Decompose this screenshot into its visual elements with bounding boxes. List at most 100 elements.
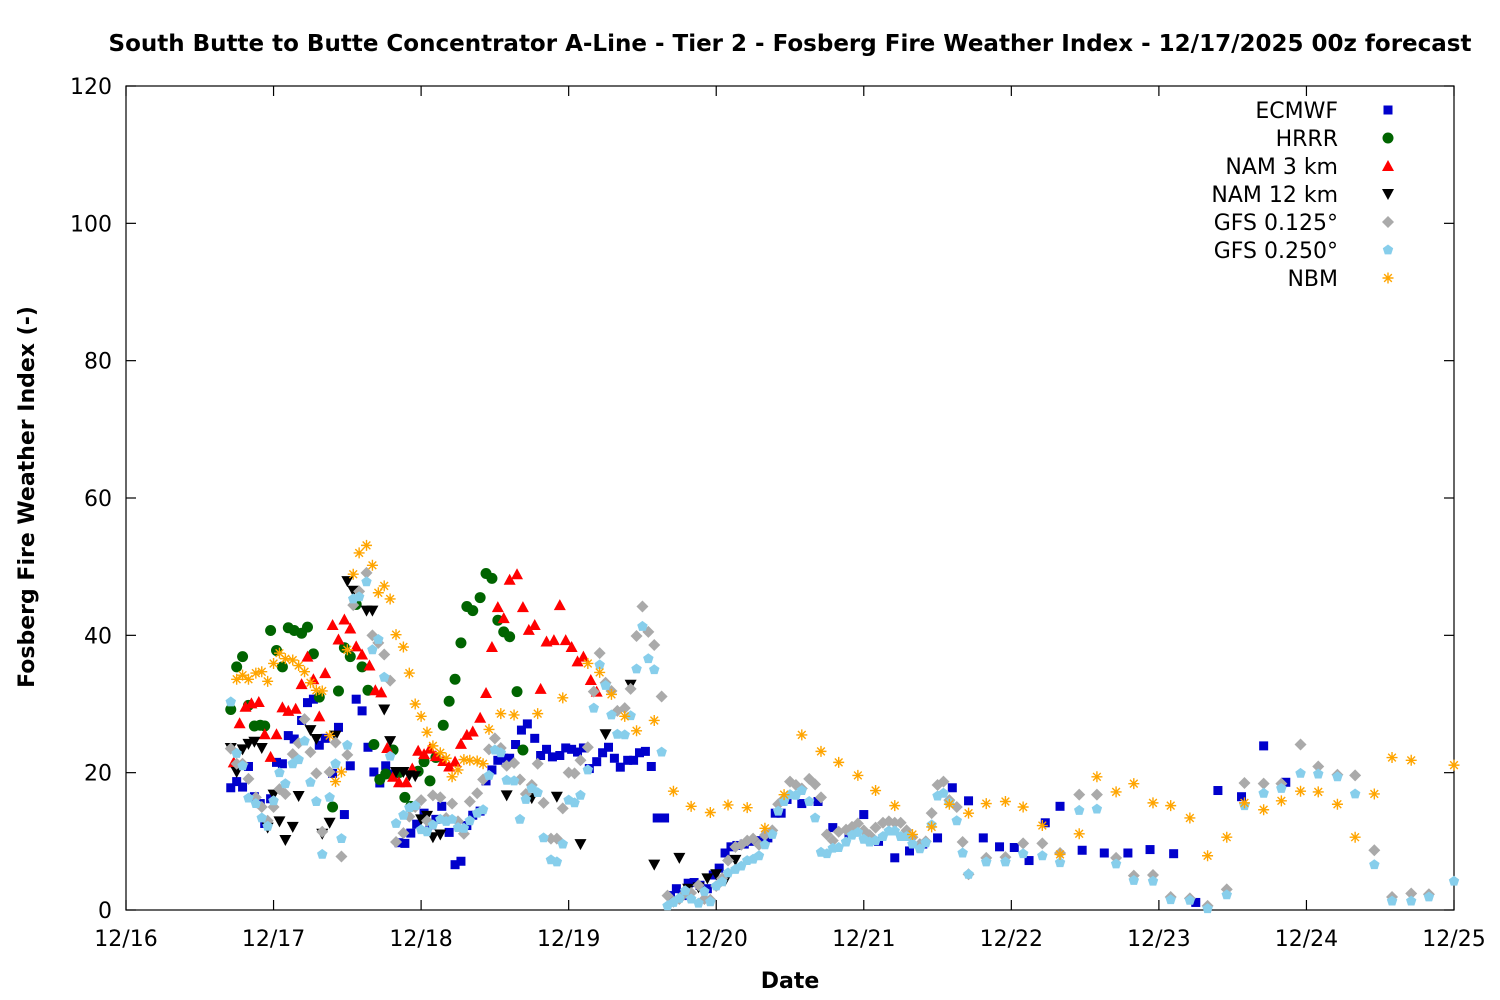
data-point — [237, 760, 248, 771]
data-point — [267, 789, 280, 801]
data-point — [1073, 788, 1086, 801]
data-point — [335, 850, 348, 863]
data-point — [753, 850, 765, 861]
series-nam-3-km — [227, 568, 603, 788]
data-point — [1169, 849, 1179, 859]
data-point — [646, 761, 656, 771]
data-point — [538, 832, 549, 843]
data-point — [344, 622, 357, 634]
data-point — [463, 795, 476, 808]
data-point — [1110, 858, 1122, 869]
data-point — [978, 833, 988, 843]
data-point — [367, 644, 378, 655]
data-point — [685, 800, 697, 812]
data-point — [283, 731, 293, 741]
data-point — [231, 673, 243, 685]
data-point — [497, 612, 510, 624]
data-point — [409, 771, 422, 783]
data-point — [378, 648, 391, 661]
data-point — [361, 576, 372, 587]
data-point — [415, 814, 428, 826]
data-point — [381, 741, 394, 753]
data-point — [582, 657, 594, 669]
data-point — [869, 821, 882, 834]
data-point — [460, 728, 473, 740]
data-point — [636, 600, 649, 613]
data-point — [551, 856, 563, 867]
data-point — [270, 728, 283, 740]
data-point — [693, 897, 704, 908]
data-point — [656, 746, 667, 757]
data-point — [1237, 792, 1247, 802]
data-point — [1054, 848, 1066, 860]
data-point — [1405, 887, 1418, 900]
data-point — [587, 685, 600, 698]
x-tick-label: 12/18 — [389, 927, 452, 952]
data-point — [466, 725, 479, 737]
x-tick-label: 12/19 — [537, 927, 600, 952]
data-point — [434, 829, 447, 841]
data-point — [947, 783, 957, 793]
data-point — [594, 659, 605, 670]
data-point — [378, 580, 390, 592]
data-point — [557, 838, 568, 849]
data-point — [555, 751, 565, 760]
data-point — [452, 764, 464, 776]
data-point — [250, 798, 262, 808]
data-point — [434, 747, 446, 759]
data-point — [1145, 845, 1155, 855]
data-point — [1017, 837, 1030, 850]
data-point — [273, 647, 285, 659]
data-point — [522, 719, 532, 729]
data-point — [683, 878, 693, 888]
y-axis-title: Fosberg Fire Weather Index (-) — [15, 306, 40, 688]
data-point — [1191, 897, 1201, 907]
data-point — [264, 750, 277, 762]
legend-label: ECMWF — [1255, 99, 1338, 124]
data-point — [833, 842, 844, 852]
data-point — [565, 641, 578, 653]
data-point — [1024, 856, 1034, 866]
data-point — [1238, 776, 1251, 789]
data-point — [493, 755, 503, 765]
data-point — [400, 838, 410, 848]
data-point — [828, 823, 838, 833]
data-point — [225, 703, 237, 715]
data-point — [330, 776, 342, 788]
data-point — [553, 599, 566, 611]
data-point — [305, 776, 316, 787]
data-point — [357, 706, 367, 716]
data-point — [226, 783, 236, 793]
data-point — [1165, 894, 1176, 905]
data-point — [604, 742, 614, 752]
data-point — [701, 873, 714, 885]
data-point — [1294, 738, 1307, 751]
data-point — [338, 613, 351, 625]
data-point — [320, 733, 330, 743]
data-point — [559, 634, 572, 646]
data-point — [471, 755, 483, 767]
data-point — [741, 802, 753, 814]
data-point — [487, 765, 497, 775]
data-point — [981, 856, 992, 867]
legend-marker — [1382, 216, 1394, 228]
data-point — [925, 807, 938, 820]
data-point — [323, 817, 336, 829]
data-point — [360, 566, 373, 579]
data-point — [500, 790, 513, 802]
data-point — [528, 619, 541, 631]
data-point — [532, 787, 543, 797]
data-point — [926, 821, 938, 833]
data-point — [511, 686, 523, 698]
data-point — [258, 728, 271, 740]
data-point — [351, 694, 361, 704]
data-point — [1036, 820, 1048, 832]
data-point — [301, 650, 314, 662]
data-point — [504, 631, 516, 643]
data-point — [237, 651, 249, 663]
data-point — [486, 572, 498, 584]
data-point — [295, 678, 308, 690]
data-point — [661, 889, 674, 902]
data-point — [311, 796, 322, 806]
data-point — [324, 791, 335, 802]
